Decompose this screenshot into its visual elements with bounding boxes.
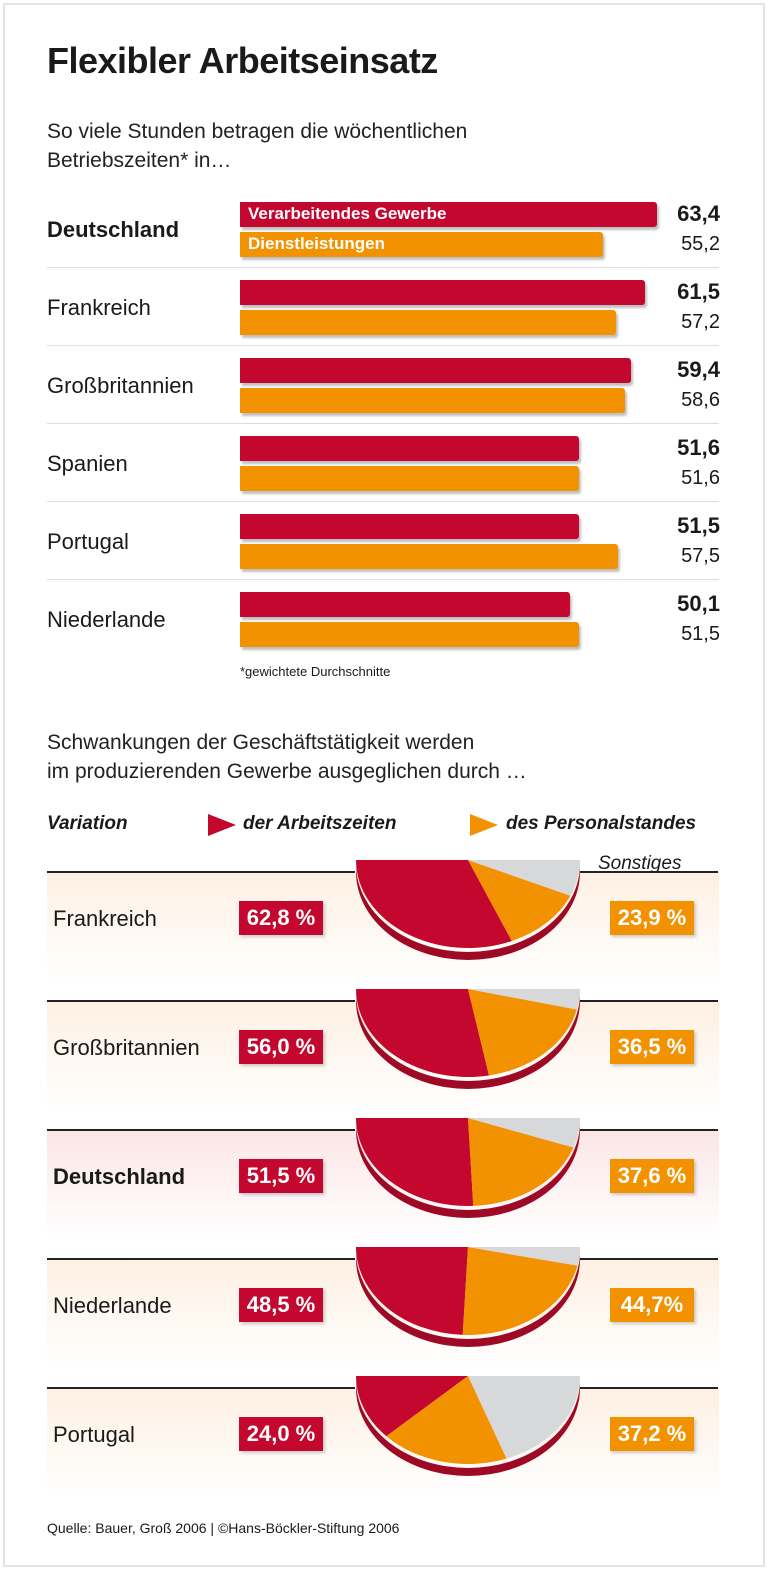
other-label: Sonstiges	[598, 853, 682, 874]
bar-value-label: 58,6	[681, 389, 720, 411]
bar-value-label: 57,5	[681, 545, 720, 567]
row-line	[47, 871, 355, 873]
slice-personalstand	[468, 989, 577, 1076]
legend-title: Variation	[47, 813, 128, 834]
bar-dienstleistungen: Dienstleistungen	[240, 232, 604, 257]
half-pie	[356, 1376, 580, 1476]
footnote: *gewichtete Durchschnitte	[240, 664, 391, 679]
legend-personalstand: des Personalstandes	[506, 813, 697, 834]
bar-dienstleistungen	[240, 622, 579, 647]
bar-dienstleistungen	[240, 310, 617, 335]
half-pie	[356, 1247, 580, 1347]
frame	[3, 3, 765, 1567]
slice-sonstiges	[468, 1376, 580, 1459]
country-label: Großbritannien	[47, 373, 194, 398]
personalstand-value: 36,5 %	[610, 1030, 694, 1064]
slice-sonstiges	[468, 1247, 580, 1266]
slice-arbeitszeiten	[356, 1118, 474, 1206]
country-label: Spanien	[47, 451, 128, 476]
row-separator	[47, 345, 719, 346]
slice-personalstand	[462, 1247, 578, 1335]
row-separator	[47, 423, 719, 424]
bar-dienstleistungen	[240, 544, 619, 569]
country-label: Portugal	[47, 529, 129, 554]
country-label: Deutschland	[53, 1164, 186, 1189]
row-line	[580, 1258, 718, 1260]
personalstand-value: 37,2 %	[610, 1417, 694, 1451]
bar-value-label: 51,6	[681, 467, 720, 489]
bar-verarbeitendes-gewerbe	[240, 514, 579, 539]
row-line	[580, 1129, 718, 1131]
legend-red-marker-icon	[208, 814, 236, 836]
country-label: Portugal	[53, 1422, 135, 1447]
page-title: Flexibler Arbeitseinsatz	[47, 40, 438, 81]
personalstand-value: 37,6 %	[610, 1159, 694, 1193]
arbeitszeiten-value: 56,0 %	[239, 1030, 323, 1064]
bar-verarbeitendes-gewerbe	[240, 280, 645, 305]
slice-arbeitszeiten	[356, 1376, 468, 1437]
arbeitszeiten-value: 48,5 %	[239, 1288, 323, 1322]
arbeitszeiten-value: 62,8 %	[239, 901, 323, 935]
subtitle-line: So viele Stunden betragen die wöchentlic…	[47, 120, 468, 143]
bar-value-label: 57,2	[681, 311, 720, 333]
bar-value-label: 55,2	[681, 233, 720, 255]
arbeitszeiten-value: 24,0 %	[239, 1417, 323, 1451]
arbeitszeiten-value: 51,5 %	[239, 1159, 323, 1193]
bar-value-label: 51,5	[677, 513, 720, 538]
pie-subtitle: Schwankungen der Geschäftstätigkeit werd…	[47, 728, 527, 786]
subtitle-line: Betriebszeiten* in…	[47, 149, 232, 172]
slice-sonstiges	[468, 1118, 580, 1148]
bar-value-label: 59,4	[677, 357, 720, 382]
half-pie	[356, 1118, 580, 1218]
bar-verarbeitendes-gewerbe	[240, 436, 580, 461]
bar-value-label: 61,5	[677, 279, 720, 304]
subtitle-line: im produzierenden Gewerbe ausgeglichen d…	[47, 760, 527, 783]
slice-personalstand	[468, 1118, 574, 1206]
bar-dienstleistungen	[240, 388, 626, 413]
bar-dienstleistungen	[240, 466, 580, 491]
row-line	[47, 1387, 355, 1389]
row-separator	[47, 267, 719, 268]
country-label: Deutschland	[47, 217, 180, 242]
bar-value-label: 51,6	[677, 435, 720, 460]
row-separator	[47, 579, 719, 580]
personalstand-value: 23,9 %	[610, 901, 694, 935]
slice-sonstiges	[468, 860, 580, 896]
row-line	[47, 1129, 355, 1131]
series-label: Dienstleistungen	[248, 234, 385, 253]
row-line	[47, 1000, 355, 1002]
row-line	[47, 1258, 355, 1260]
bar-value-label: 63,4	[677, 201, 720, 226]
country-label: Frankreich	[47, 295, 151, 320]
bar-verarbeitendes-gewerbe: Verarbeitendes Gewerbe	[240, 202, 657, 227]
personalstand-value: 44,7%	[610, 1288, 694, 1322]
slice-arbeitszeiten	[356, 989, 489, 1077]
bar-verarbeitendes-gewerbe	[240, 592, 570, 617]
slice-arbeitszeiten	[356, 860, 512, 948]
bar-value-label: 50,1	[677, 591, 720, 616]
country-label: Niederlande	[53, 1293, 172, 1318]
country-label: Großbritannien	[53, 1035, 200, 1060]
slice-personalstand	[386, 1376, 507, 1464]
bar-value-label: 51,5	[681, 623, 720, 645]
half-pie	[356, 989, 580, 1089]
legend-orange-marker-icon	[470, 814, 498, 836]
bar-verarbeitendes-gewerbe	[240, 358, 631, 383]
country-label: Niederlande	[47, 607, 166, 632]
slice-arbeitszeiten	[356, 1247, 468, 1335]
subtitle-line: Schwankungen der Geschäftstätigkeit werd…	[47, 731, 475, 754]
series-label: Verarbeitendes Gewerbe	[248, 204, 447, 223]
row-line	[580, 1387, 718, 1389]
country-label: Frankreich	[53, 906, 157, 931]
slice-personalstand	[468, 860, 571, 941]
source: Quelle: Bauer, Groß 2006 | ©Hans-Böckler…	[47, 1520, 400, 1536]
slice-sonstiges	[468, 989, 580, 1010]
half-pie	[356, 860, 580, 960]
bar-subtitle: So viele Stunden betragen die wöchentlic…	[47, 117, 467, 175]
row-line	[580, 871, 718, 873]
row-separator	[47, 501, 719, 502]
legend-arbeitszeiten: der Arbeitszeiten	[243, 813, 397, 834]
row-line	[580, 1000, 718, 1002]
